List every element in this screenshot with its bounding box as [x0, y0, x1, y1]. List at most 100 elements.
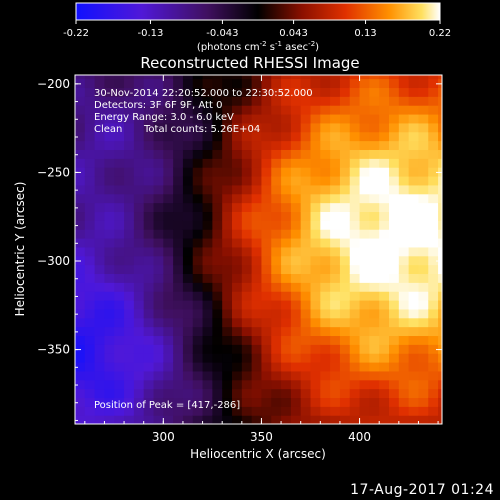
heatmap-cell — [212, 75, 223, 80]
heatmap-cell — [173, 246, 184, 257]
heatmap-cell — [438, 282, 442, 292]
heatmap-cell — [330, 175, 341, 186]
heatmap-cell — [438, 193, 442, 204]
heatmap-cell — [310, 96, 321, 106]
heatmap-cell — [143, 264, 155, 275]
heatmap-cell — [133, 75, 145, 80]
heatmap-cell — [320, 326, 331, 337]
heatmap-cell — [438, 229, 442, 239]
heatmap-cell — [153, 397, 164, 407]
heatmap-cell — [398, 282, 410, 292]
heatmap-cell — [261, 379, 272, 390]
heatmap-cell — [173, 87, 184, 97]
heatmap-cell — [222, 211, 233, 221]
heatmap-cell — [222, 113, 233, 124]
heatmap-cell — [398, 175, 410, 186]
heatmap-cell — [182, 370, 194, 381]
heatmap-cell — [389, 415, 400, 424]
heatmap-cell — [369, 406, 380, 416]
heatmap-cell — [379, 78, 390, 89]
heatmap-cell — [398, 299, 410, 310]
heatmap-cell — [281, 202, 292, 213]
heatmap-cell — [359, 87, 370, 97]
heatmap-cell — [281, 193, 292, 204]
heatmap-cell — [212, 184, 223, 195]
heatmap-cell — [251, 282, 263, 292]
heatmap-cell — [84, 75, 96, 80]
heatmap-cell — [94, 273, 106, 283]
heatmap-cell — [192, 193, 204, 204]
heatmap-cell — [330, 370, 341, 381]
heatmap-cell — [271, 202, 282, 213]
heatmap-cell — [192, 175, 204, 186]
heatmap-cell — [261, 105, 272, 115]
heatmap-cell — [133, 202, 145, 213]
heatmap-cell — [104, 282, 115, 292]
heatmap-cell — [232, 78, 243, 89]
heatmap-cell — [133, 87, 145, 97]
heatmap-cell — [114, 149, 125, 159]
heatmap-cell — [300, 184, 312, 195]
heatmap-cell — [359, 122, 370, 133]
heatmap-cell — [232, 149, 243, 159]
heatmap-cell — [202, 237, 213, 248]
heatmap-cell — [192, 273, 204, 283]
heatmap-cell — [379, 282, 390, 292]
heatmap-cell — [418, 361, 429, 372]
heatmap-cell — [261, 397, 272, 407]
heatmap-cell — [271, 282, 282, 292]
heatmap-cell — [438, 175, 442, 186]
heatmap-cell — [251, 361, 263, 372]
heatmap-cell — [428, 344, 439, 354]
heatmap-cell — [408, 370, 420, 381]
heatmap-cell — [104, 211, 115, 221]
heatmap-cell — [408, 361, 420, 372]
heatmap-cell — [349, 299, 361, 310]
heatmap-cell — [281, 184, 292, 195]
heatmap-cell — [232, 75, 243, 80]
heatmap-cell — [163, 282, 174, 292]
heatmap-cell — [173, 388, 184, 399]
heatmap-cell — [173, 220, 184, 230]
heatmap-cell — [94, 237, 106, 248]
heatmap-cell — [379, 113, 390, 124]
heatmap-cell — [271, 353, 282, 363]
heatmap-cell — [379, 122, 390, 133]
heatmap-cell — [349, 75, 361, 80]
heatmap-cell — [202, 397, 213, 407]
heatmap-cell — [163, 308, 174, 319]
heatmap-cell — [251, 255, 263, 266]
heatmap-cell — [241, 255, 253, 266]
heatmap-cell — [143, 122, 155, 133]
heatmap-cell — [75, 335, 86, 345]
heatmap-cell — [241, 149, 253, 159]
heatmap-cell — [241, 353, 253, 363]
heatmap-cell — [330, 211, 341, 221]
heatmap-cell — [173, 353, 184, 363]
heatmap-cell — [212, 193, 223, 204]
heatmap-cell — [232, 273, 243, 283]
heatmap-cell — [173, 131, 184, 142]
heatmap-cell — [281, 415, 292, 424]
heatmap-cell — [163, 105, 174, 115]
heatmap-cell — [261, 78, 272, 89]
heatmap-cell — [320, 184, 331, 195]
heatmap-cell — [320, 246, 331, 257]
heatmap-cell — [428, 158, 439, 168]
heatmap-cell — [339, 202, 351, 213]
heatmap-cell — [438, 140, 442, 151]
heatmap-cell — [330, 140, 341, 151]
heatmap-cell — [320, 96, 331, 106]
heatmap-cell — [104, 255, 115, 266]
heatmap-cell — [418, 335, 429, 345]
heatmap-cell — [182, 158, 194, 168]
heatmap-cell — [418, 388, 429, 399]
heatmap-cell — [398, 353, 410, 363]
heatmap-cell — [261, 361, 272, 372]
heatmap-cell — [94, 149, 106, 159]
heatmap-cell — [212, 308, 223, 319]
heatmap-cell — [173, 379, 184, 390]
heatmap-cell — [212, 246, 223, 257]
heatmap-cell — [133, 379, 145, 390]
heatmap-cell — [153, 388, 164, 399]
